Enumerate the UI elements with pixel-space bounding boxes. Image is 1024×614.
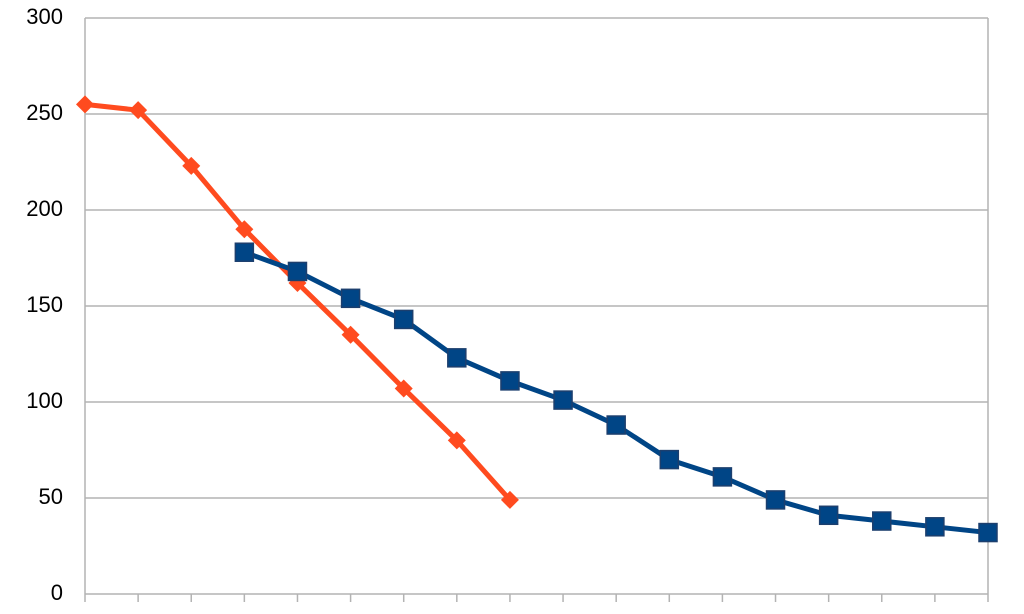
marker (500, 490, 519, 509)
marker (393, 309, 414, 330)
marker (925, 517, 945, 537)
marker (659, 449, 680, 470)
series-line (84, 101, 512, 502)
marker (234, 242, 255, 262)
y-tick-label: 0 (51, 580, 63, 605)
marker (872, 511, 892, 531)
marker (765, 490, 786, 510)
marker (76, 95, 94, 114)
y-tick-label: 150 (26, 292, 63, 317)
marker (287, 261, 308, 282)
marker (341, 325, 360, 344)
marker (500, 371, 520, 391)
marker (394, 379, 413, 398)
y-tick-label: 50 (39, 484, 63, 509)
marker (129, 101, 148, 120)
marker (712, 467, 733, 487)
marker (447, 431, 466, 450)
y-tick-label: 200 (26, 196, 63, 221)
marker (818, 505, 839, 526)
marker (978, 522, 998, 543)
y-tick-label: 300 (26, 4, 63, 29)
marker (606, 415, 626, 435)
marker (340, 288, 361, 309)
marker (235, 220, 254, 239)
y-tick-label: 100 (26, 388, 63, 413)
marker (447, 348, 467, 368)
marker (553, 390, 573, 410)
marker (182, 156, 201, 175)
y-tick-label: 250 (26, 100, 63, 125)
